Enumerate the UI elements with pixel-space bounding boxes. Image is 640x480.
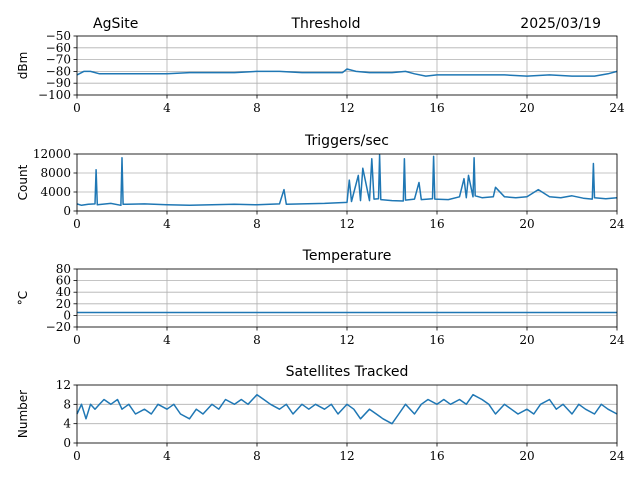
- satellites-x-tick-label: 0: [73, 449, 81, 463]
- threshold-series-line: [76, 68, 618, 77]
- triggers-y-tick-label: 4000: [40, 185, 71, 199]
- triggers-x-tick-label: 16: [429, 217, 444, 231]
- satellites-x-tick-label: 8: [253, 449, 261, 463]
- triggers-x-tick-label: 20: [519, 217, 534, 231]
- satellites-x-tick-label: 12: [339, 449, 354, 463]
- threshold-x-tick-label: 12: [339, 101, 354, 115]
- temperature-y-tick-label: 80: [56, 262, 71, 276]
- satellites-x-tick-label: 20: [519, 449, 534, 463]
- satellites-panel-title: Satellites Tracked: [286, 364, 409, 380]
- temperature-y-tick-label: 40: [56, 285, 71, 299]
- threshold-y-tick-label: −80: [46, 64, 71, 78]
- header-threshold-title: Threshold: [291, 16, 361, 32]
- threshold-panel: 0 4 8 12 16 20 24 −100−90−80−70−60−50 dBm: [16, 29, 625, 115]
- temperature-y-tick-label: −20: [46, 320, 71, 334]
- triggers-y-tick-label: 8000: [40, 166, 71, 180]
- temperature-x-tick-label: 4: [163, 333, 171, 347]
- threshold-x-tick-label: 8: [253, 101, 261, 115]
- triggers-panel-title: Triggers/sec: [304, 133, 389, 149]
- chart-panels: 0 4 8 12 16 20 24 −100−90−80−70−60−50 dBm 0 4 8 12 16…: [16, 29, 625, 463]
- threshold-x-tick-label: 16: [429, 101, 444, 115]
- temperature-x-tick-label: 0: [73, 333, 81, 347]
- satellites-y-tick-label: 8: [63, 397, 71, 411]
- temperature-x-tick-label: 24: [609, 333, 625, 347]
- threshold-x-tick-label: 0: [73, 101, 81, 115]
- satellites-y-tick-label: 4: [63, 417, 71, 431]
- triggers-x-tick-label: 8: [253, 217, 261, 231]
- triggers-x-tick-label: 4: [163, 217, 171, 231]
- header-site-name: AgSite: [93, 16, 138, 32]
- threshold-x-tick-label: 20: [519, 101, 534, 115]
- threshold-y-tick-label: −60: [46, 41, 71, 55]
- satellites-y-axis-label: Number: [16, 390, 30, 438]
- triggers-x-tick-label: 12: [339, 217, 354, 231]
- threshold-y-tick-label: −90: [46, 76, 71, 90]
- temperature-panel-title: Temperature: [302, 248, 392, 264]
- triggers-y-tick-label: 0: [63, 204, 71, 218]
- threshold-y-tick-label: −50: [46, 29, 71, 43]
- satellites-x-tick-label: 4: [163, 449, 171, 463]
- triggers-x-tick-label: 0: [73, 217, 81, 231]
- satellites-series-line: [76, 393, 618, 425]
- satellites-y-tick-label: 12: [56, 378, 71, 392]
- triggers-y-tick-label: 12000: [33, 147, 71, 161]
- temperature-y-tick-label: 0: [63, 308, 71, 322]
- threshold-y-tick-label: −70: [46, 53, 71, 67]
- temperature-x-tick-label: 20: [519, 333, 534, 347]
- satellites-x-tick-label: 16: [429, 449, 444, 463]
- threshold-x-tick-label: 4: [163, 101, 171, 115]
- satellites-panel: 0 4 8 12 16 20 24 0 4 8 12 Number Satellites Tracked: [16, 364, 625, 463]
- temperature-x-tick-label: 16: [429, 333, 444, 347]
- triggers-x-tick-label: 24: [609, 217, 625, 231]
- satellites-x-tick-label: 24: [609, 449, 625, 463]
- temperature-y-tick-label: 60: [56, 274, 71, 288]
- satellites-y-tick-label: 0: [63, 436, 71, 450]
- temperature-x-tick-label: 8: [253, 333, 261, 347]
- threshold-y-tick-label: −100: [38, 88, 71, 102]
- triggers-series-line: [76, 154, 618, 207]
- threshold-y-axis-label: dBm: [16, 52, 30, 80]
- temperature-y-tick-label: 20: [56, 297, 71, 311]
- header-date: 2025/03/19: [520, 16, 601, 32]
- temperature-x-tick-label: 12: [339, 333, 354, 347]
- triggers-y-axis-label: Count: [16, 164, 30, 200]
- temperature-y-axis-label: °C: [16, 291, 30, 305]
- threshold-x-tick-label: 24: [609, 101, 625, 115]
